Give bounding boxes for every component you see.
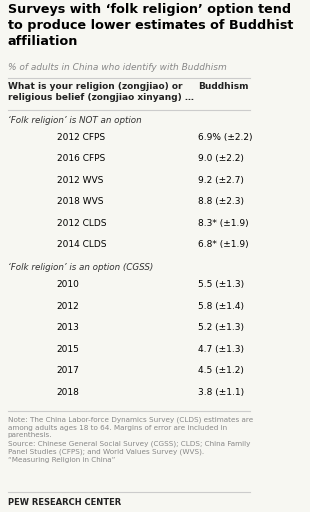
Text: 2018: 2018 <box>57 388 80 397</box>
Text: Surveys with ‘folk religion’ option tend
to produce lower estimates of Buddhist
: Surveys with ‘folk religion’ option tend… <box>8 3 293 48</box>
Text: 2013: 2013 <box>57 323 80 332</box>
Text: 2014 CLDS: 2014 CLDS <box>57 240 106 249</box>
Text: 2015: 2015 <box>57 345 80 354</box>
Text: ‘Folk religion’ is NOT an option: ‘Folk religion’ is NOT an option <box>8 116 141 125</box>
Text: 9.2 (±2.7): 9.2 (±2.7) <box>198 176 244 185</box>
Text: 4.5 (±1.2): 4.5 (±1.2) <box>198 366 244 375</box>
Text: 6.8* (±1.9): 6.8* (±1.9) <box>198 240 249 249</box>
Text: Note: The China Labor-force Dynamics Survey (CLDS) estimates are
among adults ag: Note: The China Labor-force Dynamics Sur… <box>8 416 253 462</box>
Text: 9.0 (±2.2): 9.0 (±2.2) <box>198 154 244 163</box>
Text: 2017: 2017 <box>57 366 80 375</box>
Text: 2012 CFPS: 2012 CFPS <box>57 133 105 142</box>
Text: ‘Folk religion’ is an option (CGSS): ‘Folk religion’ is an option (CGSS) <box>8 263 153 272</box>
Text: % of adults in China who identify with Buddhism: % of adults in China who identify with B… <box>8 63 227 72</box>
Text: 2018 WVS: 2018 WVS <box>57 197 103 206</box>
Text: 8.3* (±1.9): 8.3* (±1.9) <box>198 219 249 228</box>
Text: 2016 CFPS: 2016 CFPS <box>57 154 105 163</box>
Text: Buddhism: Buddhism <box>198 82 249 92</box>
Text: 4.7 (±1.3): 4.7 (±1.3) <box>198 345 244 354</box>
Text: 5.5 (±1.3): 5.5 (±1.3) <box>198 280 245 289</box>
Text: PEW RESEARCH CENTER: PEW RESEARCH CENTER <box>8 498 121 507</box>
Text: 5.8 (±1.4): 5.8 (±1.4) <box>198 302 244 311</box>
Text: 2012 CLDS: 2012 CLDS <box>57 219 106 228</box>
Text: 6.9% (±2.2): 6.9% (±2.2) <box>198 133 253 142</box>
Text: 3.8 (±1.1): 3.8 (±1.1) <box>198 388 245 397</box>
Text: 2010: 2010 <box>57 280 80 289</box>
Text: 5.2 (±1.3): 5.2 (±1.3) <box>198 323 244 332</box>
Text: 2012 WVS: 2012 WVS <box>57 176 103 185</box>
Text: 2012: 2012 <box>57 302 79 311</box>
Text: 8.8 (±2.3): 8.8 (±2.3) <box>198 197 244 206</box>
Text: What is your religion (zongjiao) or
religious belief (zongjiao xinyang) …: What is your religion (zongjiao) or reli… <box>8 82 194 102</box>
